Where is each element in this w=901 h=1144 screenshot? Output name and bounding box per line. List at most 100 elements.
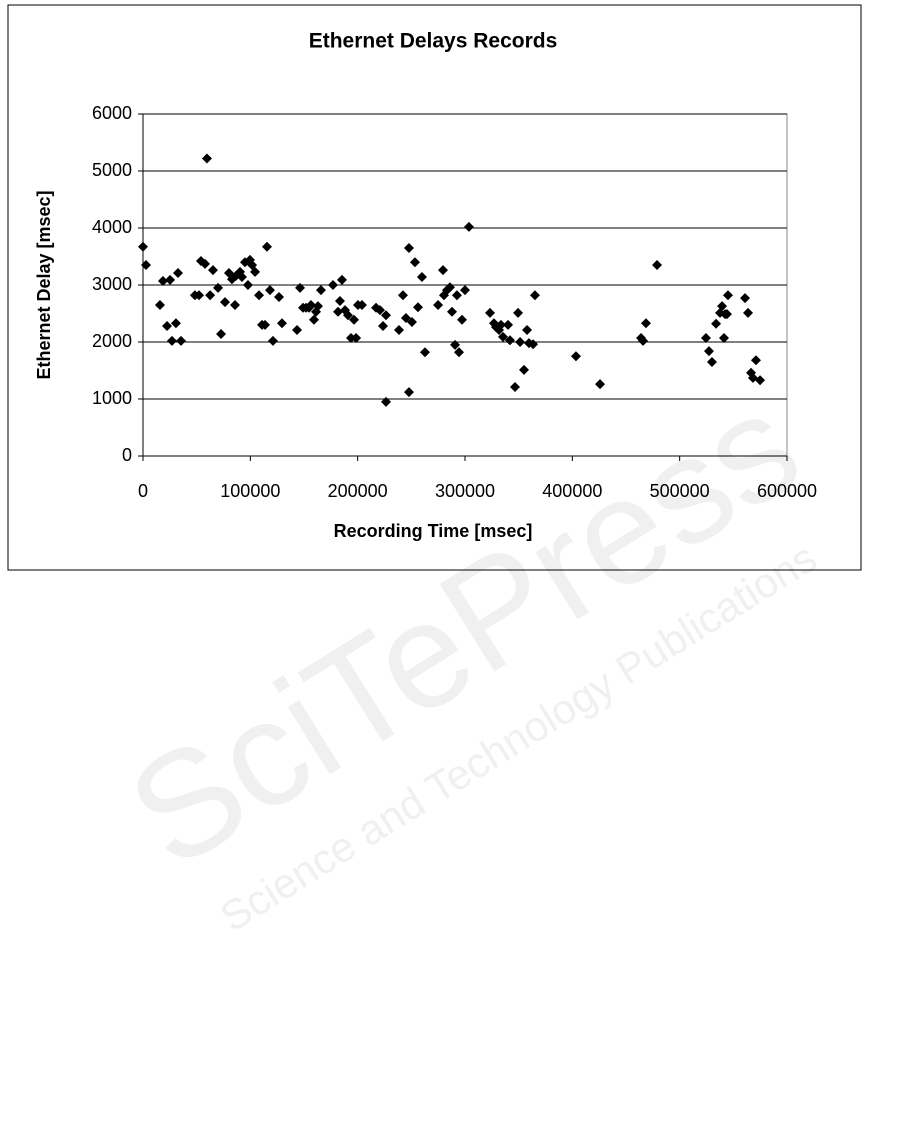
point bbox=[236, 272, 247, 283]
point bbox=[515, 337, 526, 347]
point bbox=[254, 290, 265, 301]
point bbox=[513, 307, 524, 318]
point bbox=[346, 333, 357, 344]
point bbox=[267, 335, 278, 346]
point bbox=[242, 280, 253, 290]
point bbox=[750, 355, 761, 366]
point bbox=[305, 299, 316, 310]
x-tick-label: 600000 bbox=[757, 481, 817, 501]
y-tick-label: 6000 bbox=[92, 103, 132, 123]
point bbox=[166, 335, 177, 346]
point bbox=[213, 282, 224, 293]
point bbox=[308, 314, 319, 325]
point bbox=[419, 347, 430, 358]
point bbox=[154, 299, 165, 310]
y-tick-label: 0 bbox=[122, 445, 132, 465]
point bbox=[711, 318, 722, 329]
point bbox=[377, 321, 388, 332]
point bbox=[433, 299, 444, 310]
point bbox=[200, 258, 211, 269]
point bbox=[497, 331, 508, 342]
point bbox=[570, 351, 581, 362]
point bbox=[334, 295, 345, 306]
point bbox=[336, 274, 347, 285]
point bbox=[295, 282, 306, 293]
y-tick-label: 3000 bbox=[92, 274, 132, 294]
point bbox=[172, 268, 183, 279]
point bbox=[450, 339, 461, 350]
point bbox=[722, 309, 733, 320]
point bbox=[400, 313, 411, 324]
point bbox=[743, 307, 754, 318]
point bbox=[403, 242, 414, 253]
point bbox=[393, 325, 404, 336]
y-tick-label: 4000 bbox=[92, 217, 132, 237]
point bbox=[453, 347, 464, 358]
y-tick-label: 1000 bbox=[92, 388, 132, 408]
point bbox=[216, 329, 227, 340]
point bbox=[510, 382, 521, 393]
point bbox=[205, 290, 216, 301]
point bbox=[495, 319, 506, 330]
x-tick-label: 200000 bbox=[328, 481, 388, 501]
point bbox=[141, 260, 152, 271]
point bbox=[595, 379, 606, 390]
y-axis-label: Ethernet Delay [msec] bbox=[34, 190, 54, 379]
point bbox=[403, 387, 414, 398]
point bbox=[640, 318, 651, 329]
point bbox=[194, 290, 205, 301]
point bbox=[333, 306, 344, 317]
point bbox=[312, 301, 323, 312]
point bbox=[437, 265, 448, 276]
point bbox=[447, 306, 458, 317]
point bbox=[374, 305, 385, 316]
point bbox=[529, 290, 540, 301]
point bbox=[463, 221, 474, 232]
x-tick-label: 0 bbox=[138, 481, 148, 501]
point bbox=[740, 293, 751, 304]
x-tick-label: 100000 bbox=[220, 481, 280, 501]
point bbox=[229, 299, 240, 310]
x-tick-label: 500000 bbox=[650, 481, 710, 501]
point bbox=[175, 335, 186, 346]
point bbox=[276, 318, 287, 329]
point bbox=[397, 290, 408, 301]
point bbox=[381, 396, 392, 407]
point bbox=[260, 319, 271, 330]
point bbox=[460, 285, 470, 296]
point bbox=[755, 375, 766, 386]
x-tick-label: 400000 bbox=[542, 481, 602, 501]
point bbox=[157, 276, 168, 287]
point bbox=[503, 319, 514, 330]
point bbox=[406, 317, 417, 328]
point bbox=[718, 333, 729, 344]
point bbox=[519, 364, 530, 375]
point bbox=[412, 302, 423, 313]
point bbox=[528, 339, 539, 350]
point bbox=[162, 321, 173, 332]
point bbox=[261, 241, 272, 252]
point bbox=[264, 285, 275, 296]
point bbox=[349, 314, 360, 325]
point bbox=[356, 299, 367, 310]
point bbox=[343, 310, 354, 321]
point bbox=[638, 335, 649, 346]
point bbox=[522, 325, 533, 336]
point bbox=[706, 356, 717, 367]
point bbox=[722, 290, 733, 301]
point bbox=[485, 307, 496, 318]
point bbox=[451, 290, 462, 301]
point bbox=[456, 314, 467, 325]
point bbox=[409, 257, 420, 268]
point bbox=[652, 260, 663, 271]
x-axis-label: Recording Time [msec] bbox=[334, 521, 533, 541]
y-tick-label: 5000 bbox=[92, 160, 132, 180]
chart-title: Ethernet Delays Records bbox=[309, 30, 558, 53]
x-tick-label: 300000 bbox=[435, 481, 495, 501]
point bbox=[250, 266, 261, 277]
point bbox=[703, 346, 714, 357]
point bbox=[201, 153, 212, 164]
point bbox=[138, 241, 148, 252]
point bbox=[170, 318, 181, 329]
